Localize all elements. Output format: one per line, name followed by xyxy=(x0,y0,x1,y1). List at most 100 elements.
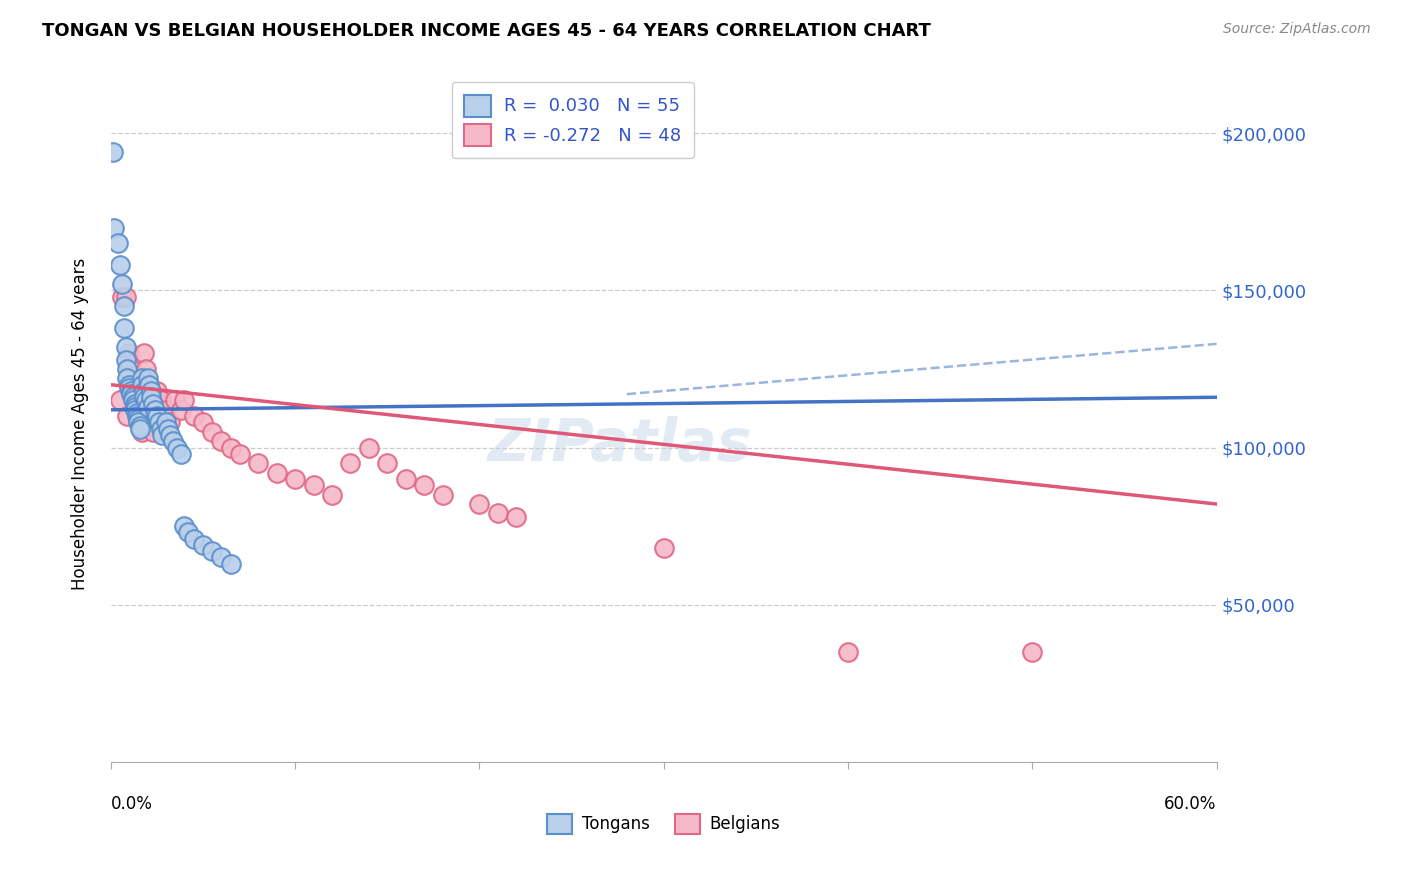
Point xyxy=(142,425,165,439)
Point xyxy=(486,507,509,521)
Point xyxy=(120,362,142,376)
Point xyxy=(141,409,163,423)
Text: ZIPatlas: ZIPatlas xyxy=(488,416,752,473)
Point xyxy=(284,472,307,486)
Point xyxy=(155,416,177,430)
Text: 60.0%: 60.0% xyxy=(1164,796,1216,814)
Point xyxy=(1021,645,1043,659)
Point xyxy=(219,557,242,571)
Point xyxy=(165,393,187,408)
Point xyxy=(129,422,152,436)
Point xyxy=(120,384,142,398)
Point xyxy=(395,472,418,486)
Point xyxy=(321,487,343,501)
Point xyxy=(117,409,139,423)
Point xyxy=(142,396,165,410)
Point xyxy=(177,525,200,540)
Point xyxy=(124,396,146,410)
Point xyxy=(127,402,149,417)
Point xyxy=(101,145,124,160)
Point xyxy=(114,340,136,354)
Point xyxy=(108,258,131,272)
Point xyxy=(183,532,205,546)
Point xyxy=(124,400,146,414)
Point xyxy=(114,352,136,367)
Point xyxy=(266,466,288,480)
Point xyxy=(170,402,193,417)
Point xyxy=(156,422,179,436)
Point xyxy=(375,456,398,470)
Point xyxy=(112,299,135,313)
Point xyxy=(219,441,242,455)
Point xyxy=(191,416,214,430)
Point xyxy=(432,487,454,501)
Text: TONGAN VS BELGIAN HOUSEHOLDER INCOME AGES 45 - 64 YEARS CORRELATION CHART: TONGAN VS BELGIAN HOUSEHOLDER INCOME AGE… xyxy=(42,22,931,40)
Point xyxy=(108,393,131,408)
Legend: Tongans, Belgians: Tongans, Belgians xyxy=(540,807,787,840)
Point xyxy=(141,384,163,398)
Point xyxy=(124,402,146,417)
Point xyxy=(120,387,142,401)
Point xyxy=(146,409,169,423)
Point xyxy=(122,393,145,408)
Point xyxy=(183,409,205,423)
Point xyxy=(138,393,160,408)
Point xyxy=(837,645,859,659)
Point xyxy=(129,416,152,430)
Point xyxy=(122,390,145,404)
Point xyxy=(173,393,195,408)
Point xyxy=(357,441,380,455)
Point xyxy=(132,384,155,398)
Point xyxy=(103,220,125,235)
Point xyxy=(127,416,149,430)
Point xyxy=(150,428,173,442)
Point xyxy=(122,377,145,392)
Point xyxy=(135,362,157,376)
Point xyxy=(505,509,527,524)
Point xyxy=(173,519,195,533)
Point xyxy=(149,422,172,436)
Point xyxy=(162,434,184,449)
Point xyxy=(339,456,361,470)
Point xyxy=(131,425,153,439)
Point xyxy=(247,456,270,470)
Point xyxy=(229,447,252,461)
Point xyxy=(148,416,170,430)
Point xyxy=(155,402,177,417)
Point xyxy=(413,478,436,492)
Point xyxy=(118,377,141,392)
Point xyxy=(111,290,134,304)
Point xyxy=(118,381,141,395)
Point xyxy=(302,478,325,492)
Point xyxy=(138,377,160,392)
Point xyxy=(107,236,129,251)
Point xyxy=(114,290,136,304)
Point xyxy=(117,371,139,385)
Point xyxy=(141,390,163,404)
Point xyxy=(209,550,232,565)
Y-axis label: Householder Income Ages 45 - 64 years: Householder Income Ages 45 - 64 years xyxy=(72,258,89,591)
Point xyxy=(201,544,224,558)
Point xyxy=(170,447,193,461)
Point xyxy=(652,541,675,555)
Point xyxy=(112,321,135,335)
Point xyxy=(209,434,232,449)
Text: Source: ZipAtlas.com: Source: ZipAtlas.com xyxy=(1223,22,1371,37)
Point xyxy=(127,412,149,426)
Point xyxy=(166,441,188,455)
Point xyxy=(136,400,159,414)
Point xyxy=(118,346,141,360)
Point xyxy=(132,346,155,360)
Point xyxy=(146,384,169,398)
Point xyxy=(136,377,159,392)
Point xyxy=(143,402,166,417)
Point xyxy=(191,538,214,552)
Point xyxy=(125,393,148,408)
Point xyxy=(135,393,157,408)
Point xyxy=(201,425,224,439)
Point xyxy=(129,418,152,433)
Point xyxy=(149,393,172,408)
Point xyxy=(125,406,148,420)
Text: 0.0%: 0.0% xyxy=(111,796,153,814)
Point xyxy=(131,377,153,392)
